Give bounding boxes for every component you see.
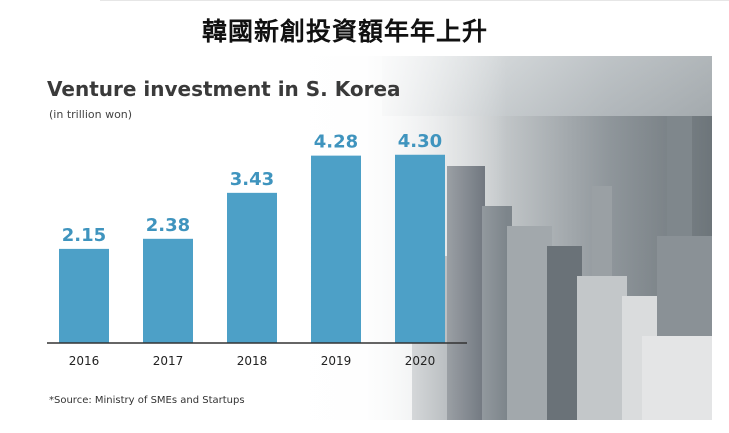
x-tick-2017: 2017 xyxy=(153,354,184,368)
bar-2020 xyxy=(395,154,445,343)
x-tick-2020: 2020 xyxy=(405,354,436,368)
bar-2017 xyxy=(143,238,193,343)
chart-title: Venture investment in S. Korea xyxy=(47,77,401,101)
bar-chart: Venture investment in S. Korea (in trill… xyxy=(47,77,467,406)
data-label-2020: 4.30 xyxy=(398,131,442,152)
x-tick-2019: 2019 xyxy=(321,354,352,368)
chart-subtitle: (in trillion won) xyxy=(49,108,132,121)
x-tick-2016: 2016 xyxy=(69,354,100,368)
data-label-2017: 2.38 xyxy=(146,215,190,236)
top-rule xyxy=(100,0,729,1)
source-note: *Source: Ministry of SMEs and Startups xyxy=(49,395,245,406)
x-tick-2018: 2018 xyxy=(237,354,268,368)
chart-panel: Venture investment in S. Korea (in trill… xyxy=(27,56,712,420)
page-title: 韓國新創投資額年年上升 xyxy=(201,17,488,46)
bar-2016 xyxy=(59,248,109,343)
data-label-2016: 2.15 xyxy=(62,225,106,246)
bar-2018 xyxy=(227,192,277,343)
bar-2019 xyxy=(311,155,361,343)
data-label-2019: 4.28 xyxy=(314,132,358,153)
data-label-2018: 3.43 xyxy=(230,169,274,190)
